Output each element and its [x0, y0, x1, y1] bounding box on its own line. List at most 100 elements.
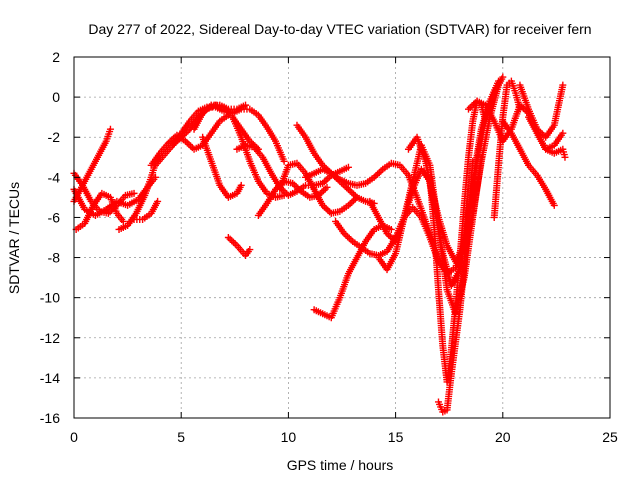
plot-area: [70, 73, 569, 416]
marker-trail: [157, 141, 171, 155]
marker-trail: [491, 75, 506, 95]
marker-trail: [290, 181, 304, 194]
marker-trail: [351, 239, 363, 250]
marker-trail: [243, 248, 252, 258]
marker-trail: [104, 199, 119, 212]
marker-trail: [333, 219, 347, 235]
marker-trail: [235, 142, 247, 152]
marker-trail: [192, 142, 204, 152]
marker-trail: [295, 161, 308, 175]
marker-trail: [162, 143, 175, 157]
marker-trail: [282, 178, 295, 187]
marker-trail: [460, 156, 472, 207]
marker-trail: [465, 160, 477, 215]
data-point: [246, 246, 254, 254]
data-point: [482, 117, 490, 125]
series-arc-11: [199, 133, 245, 201]
marker-trail: [218, 102, 230, 112]
marker-trail: [337, 272, 352, 299]
marker-trail: [74, 221, 87, 232]
marker-trail: [338, 164, 350, 174]
marker-trail: [312, 180, 325, 189]
marker-trail: [508, 131, 523, 151]
marker-trail: [209, 119, 222, 135]
marker-trail: [384, 252, 399, 272]
marker-trail: [217, 183, 231, 199]
marker-trail: [170, 135, 183, 148]
marker-trail: [436, 400, 446, 413]
x-tick-label: 0: [70, 429, 78, 445]
marker-trail: [414, 135, 429, 163]
marker-trail: [342, 231, 355, 244]
grid: [74, 57, 610, 418]
marker-trail: [329, 171, 342, 182]
marker-trail: [543, 123, 557, 139]
marker-trail: [84, 163, 96, 179]
marker-trail: [247, 160, 261, 183]
marker-trail: [372, 167, 385, 180]
marker-trail: [200, 103, 214, 116]
marker-trail: [534, 173, 548, 191]
marker-trail: [304, 181, 315, 189]
x-tick-label: 20: [495, 429, 511, 445]
x-axis-label: GPS time / hours: [287, 457, 394, 473]
marker-trail: [456, 204, 468, 259]
marker-trail: [364, 175, 376, 186]
marker-trail: [552, 146, 565, 156]
marker-trail: [239, 127, 252, 143]
marker-trail: [124, 190, 136, 199]
marker-trail: [133, 193, 148, 215]
marker-trail: [508, 79, 519, 95]
data-point: [119, 217, 127, 225]
marker-trail: [91, 191, 104, 207]
marker-trail: [83, 207, 97, 218]
marker-trail: [320, 173, 334, 186]
marker-trail: [551, 83, 566, 127]
marker-trail: [389, 160, 402, 169]
data-point: [237, 181, 245, 189]
marker-trail: [377, 249, 389, 259]
marker-trail: [544, 146, 556, 156]
marker-trail: [560, 148, 568, 159]
marker-trail: [346, 187, 359, 200]
marker-trail: [328, 296, 343, 319]
marker-trail: [355, 180, 367, 189]
marker-trail: [103, 128, 114, 143]
series-arc-27: [490, 77, 524, 221]
marker-trail: [398, 163, 411, 177]
marker-trail: [500, 119, 514, 135]
marker-trail: [418, 216, 433, 239]
marker-trail: [277, 163, 292, 191]
marker-trail: [149, 151, 162, 167]
marker-trail: [321, 311, 333, 321]
marker-trail: [303, 135, 317, 155]
marker-trail: [465, 119, 477, 159]
marker-trail: [359, 245, 372, 256]
marker-trail: [392, 216, 408, 255]
marker-trail: [256, 113, 270, 129]
series-arc-6: [130, 197, 162, 223]
data-point: [550, 201, 558, 209]
marker-trail: [252, 145, 265, 159]
y-axis-label: SDTVAR / TECUs: [6, 182, 22, 294]
marker-trail: [338, 176, 350, 186]
marker-trail: [248, 107, 260, 118]
y-tick-label: -12: [40, 330, 60, 346]
marker-trail: [287, 160, 299, 169]
plot-frame: [73, 56, 611, 419]
marker-trail: [526, 163, 539, 177]
data-point: [464, 105, 472, 113]
marker-trail: [321, 166, 333, 176]
marker-trail: [274, 192, 286, 201]
y-tick-label: 0: [52, 89, 60, 105]
marker-trail: [312, 166, 325, 176]
marker-trail: [256, 201, 270, 217]
marker-trail: [517, 83, 532, 111]
marker-trail: [460, 212, 472, 267]
marker-trail: [90, 151, 103, 167]
marker-trail: [227, 190, 239, 200]
marker-trail: [363, 227, 377, 244]
marker-trail: [474, 115, 489, 163]
